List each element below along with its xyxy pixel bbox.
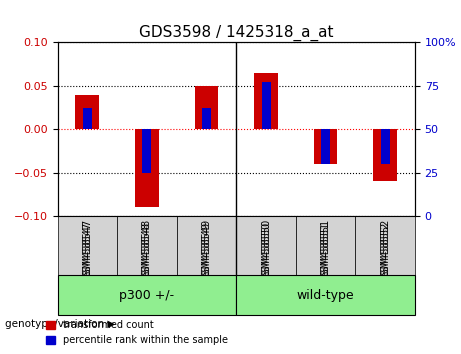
Bar — [313, 129, 337, 164]
FancyBboxPatch shape — [58, 216, 117, 275]
Bar — [373, 129, 397, 181]
Bar — [261, 81, 271, 129]
Text: wild-type: wild-type — [297, 289, 355, 302]
Text: genotype/variation ▶: genotype/variation ▶ — [5, 319, 115, 329]
Text: GSM458548: GSM458548 — [142, 219, 152, 278]
Text: GSM458549: GSM458549 — [201, 219, 212, 278]
Bar — [83, 108, 92, 129]
Text: GSM458549: GSM458549 — [201, 222, 212, 281]
Bar — [202, 108, 211, 129]
FancyBboxPatch shape — [58, 275, 236, 315]
Text: GSM458547: GSM458547 — [83, 222, 92, 281]
Bar — [76, 95, 99, 129]
Bar — [321, 129, 330, 164]
Text: GSM458547: GSM458547 — [83, 219, 92, 278]
Text: GSM458552: GSM458552 — [380, 222, 390, 281]
Text: GSM458550: GSM458550 — [261, 219, 271, 278]
FancyBboxPatch shape — [117, 216, 177, 275]
Bar — [142, 129, 151, 173]
Bar — [135, 129, 159, 207]
Legend: transformed count, percentile rank within the sample: transformed count, percentile rank withi… — [42, 316, 232, 349]
Text: GSM458551: GSM458551 — [320, 222, 331, 281]
FancyBboxPatch shape — [177, 216, 236, 275]
Text: GSM458552: GSM458552 — [380, 219, 390, 278]
FancyBboxPatch shape — [296, 216, 355, 275]
Bar — [254, 73, 278, 129]
Bar — [381, 129, 390, 164]
Text: GSM458548: GSM458548 — [142, 222, 152, 281]
FancyBboxPatch shape — [236, 275, 415, 315]
Title: GDS3598 / 1425318_a_at: GDS3598 / 1425318_a_at — [139, 25, 333, 41]
Bar — [195, 86, 219, 129]
Text: GSM458550: GSM458550 — [261, 222, 271, 281]
Text: p300 +/-: p300 +/- — [119, 289, 175, 302]
FancyBboxPatch shape — [355, 216, 415, 275]
FancyBboxPatch shape — [236, 216, 296, 275]
Text: GSM458551: GSM458551 — [320, 219, 331, 278]
